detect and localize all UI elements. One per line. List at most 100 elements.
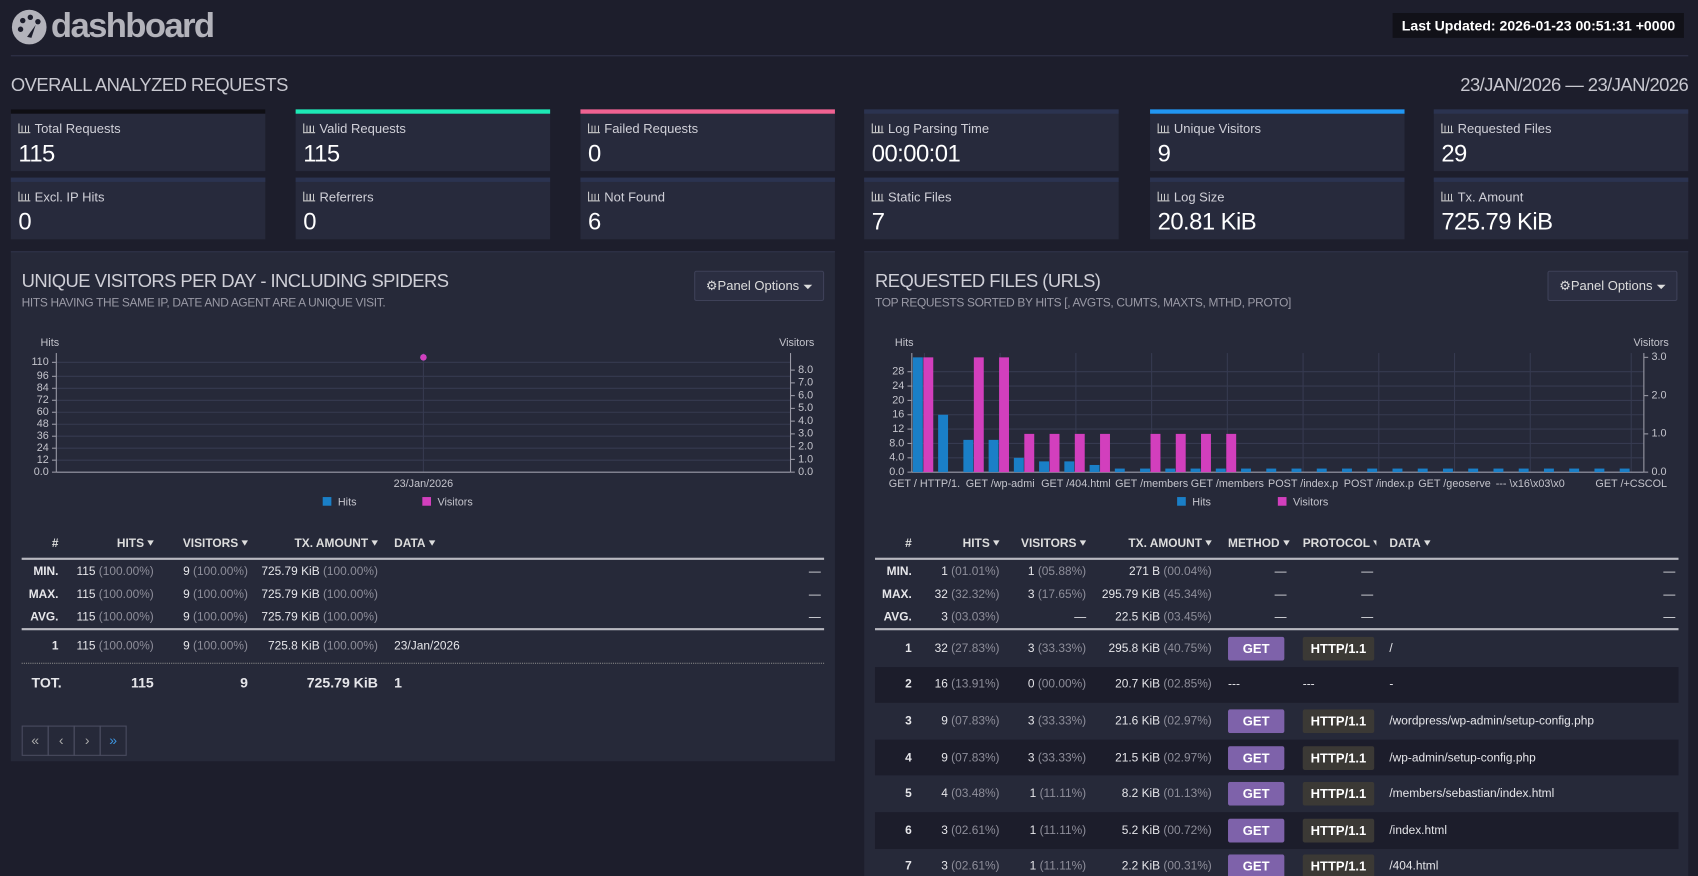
column-header[interactable]: PROTOCOL <box>1302 536 1371 550</box>
table-cell: 9 (100.00%) <box>157 640 251 653</box>
cell-percent: (100.00%) <box>98 587 154 601</box>
cell-percent: (27.83%) <box>951 641 1000 655</box>
bar <box>1165 468 1176 473</box>
cell-value: 725.79 KiB <box>261 610 320 624</box>
legend-swatch <box>1277 497 1287 506</box>
x-tick-label: GET /wp-admi <box>966 478 1035 490</box>
table-cell: GET <box>1215 636 1290 661</box>
y2-tick-label: 2.0 <box>1651 389 1666 401</box>
stat-card: Excl. IP Hits 0 <box>10 177 266 240</box>
page-button[interactable]: » <box>99 725 127 756</box>
panel-title: REQUESTED FILES (URLS) <box>874 270 1101 292</box>
cell-value: 9 <box>183 610 190 624</box>
cell-percent: (03.45%) <box>1163 610 1212 624</box>
table-cell: HTTP/1.1 <box>1290 709 1377 734</box>
column-header[interactable]: # <box>51 536 59 550</box>
column-header[interactable]: DATA <box>1389 536 1421 550</box>
y-tick-label: 12 <box>37 454 49 466</box>
y-tick-label: 72 <box>37 394 49 406</box>
legend-swatch <box>1177 497 1186 506</box>
x-tick-label: GET / HTTP/1. <box>889 478 960 490</box>
bar <box>999 357 1009 473</box>
bar <box>1442 468 1453 473</box>
table-cell: HTTP/1.1 <box>1290 854 1377 876</box>
bar <box>1342 468 1352 473</box>
cell-value: 9 <box>183 639 190 653</box>
stat-card: Unique Visitors 9 <box>1150 109 1405 172</box>
table-cell: # <box>875 537 918 550</box>
cell-text: — <box>1074 610 1087 624</box>
y2-tick-label: 6.0 <box>798 389 813 401</box>
card-value: 0 <box>303 207 316 235</box>
table-header: # HITS VISITORS TX. AMOUNT DATA <box>21 528 825 560</box>
cell-percent: (00.31%) <box>1163 860 1212 874</box>
badge: GET <box>1228 854 1285 876</box>
column-header[interactable]: TX. AMOUNT <box>1128 536 1203 550</box>
column-header[interactable]: HITS <box>962 536 990 550</box>
card-value: 115 <box>18 139 55 167</box>
badge: HTTP/1.1 <box>1302 745 1375 770</box>
panel-options-button[interactable]: Panel Options <box>693 270 825 302</box>
y2-tick-label: 1.0 <box>1651 428 1666 440</box>
card-label: Valid Requests <box>303 121 405 136</box>
column-header[interactable]: DATA <box>394 536 426 550</box>
cell-percent: (100.00%) <box>98 564 154 578</box>
cell-text: — <box>808 610 821 624</box>
card-value: 20.81 KiB <box>1157 207 1257 235</box>
cell-text: 23/Jan/2026 <box>394 639 460 653</box>
y-tick-label: 4.0 <box>889 452 904 464</box>
cell-value: 0 <box>1027 678 1035 692</box>
table-cell: 115 <box>65 675 157 691</box>
column-header[interactable]: HITS <box>116 536 145 550</box>
y-tick-label: 24 <box>37 442 49 454</box>
cell-percent: (100.00%) <box>193 564 248 578</box>
table-cell: 1 (05.88%) <box>1003 565 1090 578</box>
row-label: TOT. <box>31 674 62 691</box>
card-label: Not Found <box>588 190 665 205</box>
bar <box>1493 468 1504 473</box>
column-header[interactable]: VISITORS <box>1021 536 1077 550</box>
x-tick-label: GET /404.html <box>1041 478 1111 490</box>
table-cell: 3 (33.33%) <box>1003 642 1090 655</box>
table-cell: 21.5 KiB (02.97%) <box>1089 751 1215 764</box>
column-header[interactable]: METHOD <box>1228 536 1280 550</box>
table-cell: 7 <box>875 860 918 873</box>
bar <box>1013 457 1024 473</box>
cell-percent: (100.00%) <box>98 639 154 653</box>
cell-value: 3 <box>1027 714 1035 728</box>
cell-text: — <box>1663 610 1676 624</box>
column-header[interactable]: TX. AMOUNT <box>294 536 369 550</box>
table-cell: 9 (07.83%) <box>918 751 1002 764</box>
cell-value: 295.79 KiB <box>1101 587 1161 601</box>
cell-text: /members/sebastian/index.html <box>1389 787 1555 801</box>
cell-percent: (01.13%) <box>1163 787 1212 801</box>
cell-text: - <box>1389 678 1394 692</box>
cell-value: 725.79 KiB <box>261 587 320 601</box>
column-header[interactable]: VISITORS <box>182 536 239 550</box>
table-cell: — <box>1215 610 1290 623</box>
y2-tick-label: 0.0 <box>798 466 813 478</box>
row-index: 2 <box>905 678 912 692</box>
cell-text: — <box>1274 610 1287 624</box>
column-header[interactable]: # <box>905 536 912 550</box>
table-cell: 295.8 KiB (40.75%) <box>1089 642 1215 655</box>
bar <box>1024 433 1035 473</box>
card-value: 9 <box>1157 139 1171 167</box>
card-label: Excl. IP Hits <box>18 190 105 205</box>
bar <box>1089 464 1100 473</box>
cell-text: --- <box>1302 678 1315 692</box>
x-tick-label: GET /members <box>1191 478 1265 490</box>
table-cell: 9 (100.00%) <box>157 587 251 600</box>
table-cell: - <box>1376 678 1678 691</box>
table-cell: METHOD <box>1215 537 1290 550</box>
panel-options-button[interactable]: Panel Options <box>1547 270 1678 302</box>
cell-text: — <box>808 587 821 601</box>
panel-title: UNIQUE VISITORS PER DAY - INCLUDING SPID… <box>21 270 449 292</box>
table-cell: 725.8 KiB (100.00%) <box>251 640 381 653</box>
bar <box>1417 468 1428 473</box>
table-cell: 3 (02.61%) <box>918 824 1002 837</box>
y-tick-label: 16 <box>892 409 904 421</box>
